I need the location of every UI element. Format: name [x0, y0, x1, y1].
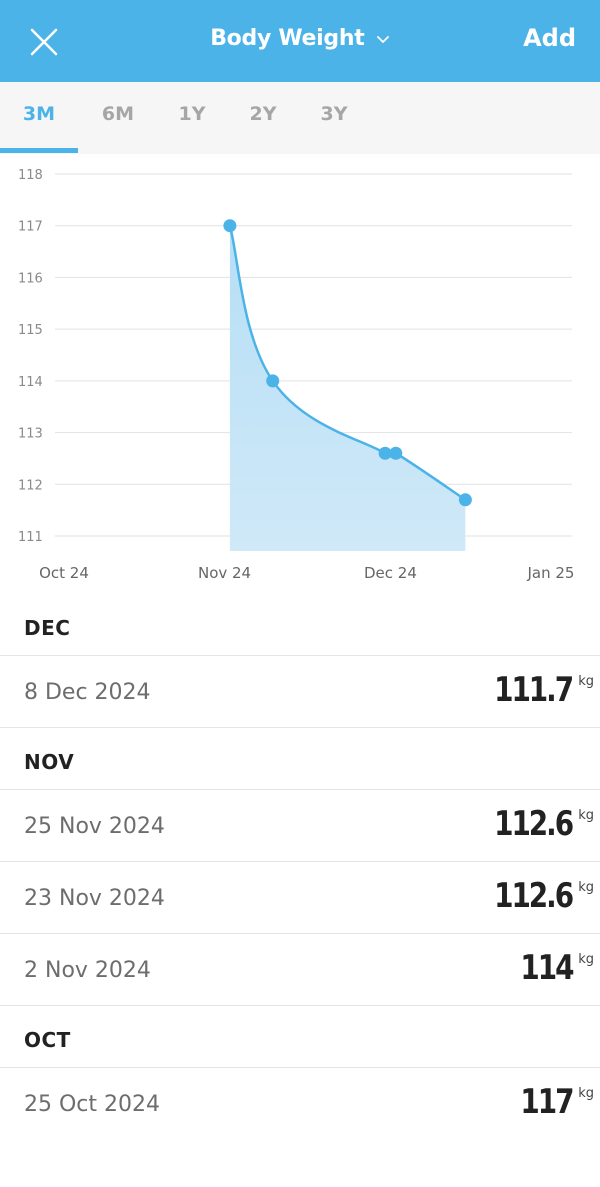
- weight-chart: 118 117 116 115 114 113 112 111 Oct 24 Nov 24 Dec…: [0, 154, 600, 594]
- entry-number: 112.6: [494, 804, 574, 844]
- month-header-dec: DEC: [0, 594, 600, 656]
- entry-number: 112.6: [494, 876, 574, 916]
- entry-date: 8 Dec 2024: [24, 680, 151, 705]
- chevron-down-icon: [376, 36, 389, 43]
- entry-number: 111.7: [494, 670, 574, 710]
- entry-unit: kg: [578, 880, 594, 895]
- x-tick-label: Jan 25: [527, 564, 575, 582]
- entry-date: 2 Nov 2024: [24, 958, 151, 983]
- y-tick-label: 115: [18, 323, 43, 338]
- y-tick-label: 113: [18, 427, 43, 442]
- page-title: Body Weight: [210, 26, 365, 51]
- weight-chart-svg: 118 117 116 115 114 113 112 111 Oct 24 Nov 24 Dec…: [18, 168, 575, 582]
- y-tick-label: 117: [18, 220, 43, 235]
- y-tick-label: 112: [18, 478, 43, 493]
- entry-date: 25 Oct 2024: [24, 1092, 161, 1117]
- month-header-oct: OCT: [0, 1006, 600, 1068]
- entry-number: 114: [519, 948, 574, 988]
- data-point: [458, 493, 472, 507]
- entry-value: 117 kg: [509, 1082, 594, 1122]
- entry-value: 112.6 kg: [477, 804, 594, 844]
- list-item[interactable]: 25 Oct 2024 117 kg: [0, 1068, 600, 1140]
- tab-6m[interactable]: 6M: [101, 103, 135, 125]
- month-header-nov: NOV: [0, 728, 600, 790]
- close-icon: [30, 28, 58, 56]
- tab-3m[interactable]: 3M: [22, 103, 56, 125]
- weight-area: [229, 225, 466, 551]
- data-point: [266, 374, 280, 388]
- tab-1y[interactable]: 1Y: [178, 103, 206, 125]
- entry-number: 117: [519, 1082, 574, 1122]
- entry-unit: kg: [578, 1086, 594, 1101]
- close-button[interactable]: [24, 22, 64, 62]
- list-item[interactable]: 25 Nov 2024 112.6 kg: [0, 790, 600, 862]
- active-tab-indicator: [0, 148, 78, 153]
- list-item[interactable]: 2 Nov 2024 114 kg: [0, 934, 600, 1006]
- entry-value: 112.6 kg: [477, 876, 594, 916]
- y-tick-label: 118: [18, 168, 43, 183]
- entry-date: 25 Nov 2024: [24, 814, 165, 839]
- entry-value: 111.7 kg: [477, 670, 594, 710]
- y-tick-label: 111: [18, 530, 43, 545]
- list-item[interactable]: 23 Nov 2024 112.6 kg: [0, 862, 600, 934]
- data-point: [223, 219, 237, 233]
- entry-date: 23 Nov 2024: [24, 886, 165, 911]
- x-tick-label: Dec 24: [364, 564, 417, 582]
- entry-unit: kg: [578, 674, 594, 689]
- entries-list: DEC 8 Dec 2024 111.7 kg NOV 25 Nov 2024 …: [0, 594, 600, 1140]
- entry-value: 114 kg: [509, 948, 594, 988]
- metric-selector[interactable]: Body Weight: [0, 26, 600, 51]
- add-button[interactable]: Add: [523, 24, 576, 52]
- entry-unit: kg: [578, 808, 594, 823]
- entry-unit: kg: [578, 952, 594, 967]
- data-point: [378, 446, 392, 460]
- list-item[interactable]: 8 Dec 2024 111.7 kg: [0, 656, 600, 728]
- y-tick-label: 114: [18, 375, 43, 390]
- app-header: Body Weight Add: [0, 0, 600, 82]
- tab-3y[interactable]: 3Y: [320, 103, 348, 125]
- y-tick-label: 116: [18, 271, 43, 286]
- x-tick-label: Nov 24: [198, 564, 251, 582]
- range-tabs: 3M 6M 1Y 2Y 3Y: [0, 82, 600, 154]
- data-point: [389, 446, 403, 460]
- tab-2y[interactable]: 2Y: [249, 103, 277, 125]
- weight-line: [228, 225, 467, 501]
- x-tick-label: Oct 24: [39, 564, 89, 582]
